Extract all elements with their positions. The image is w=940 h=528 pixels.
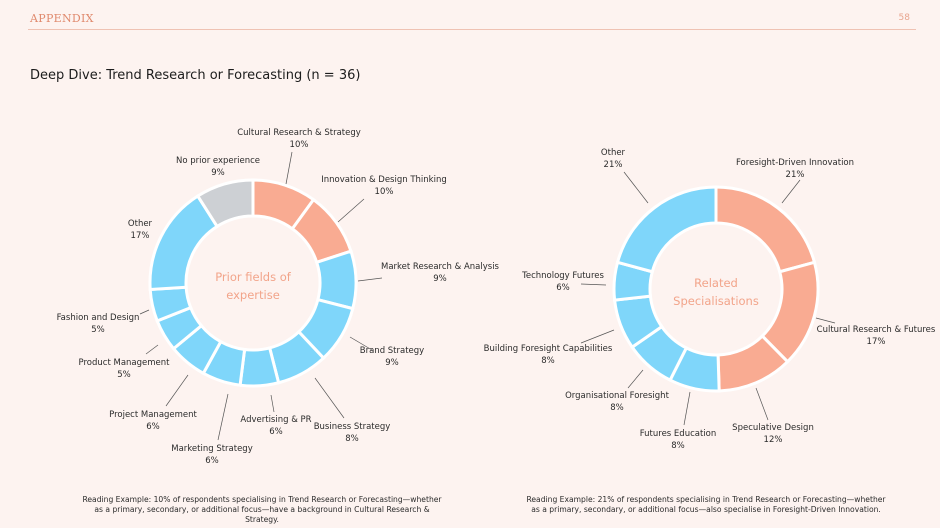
chart-center-label: Prior fields of [215,270,292,284]
slice-value: 10% [375,187,394,197]
leader-line [270,394,275,413]
chart-center-label: Specialisations [673,294,759,308]
section-label: APPENDIX [30,12,94,25]
slice-label: Cultural Research & Futures [817,325,936,335]
slice-label: Business Strategy [314,422,391,432]
header-divider [28,29,916,30]
slice-value: 8% [541,356,555,366]
slice-value: 17% [131,231,150,241]
leader-line [145,344,159,355]
page-title: Deep Dive: Trend Research or Forecasting… [30,68,361,83]
slice-value: 9% [433,274,447,284]
slice-value: 9% [211,168,225,178]
slice-label: Brand Strategy [360,346,424,356]
chart-2-reading-note: Reading Example: 21% of respondents spec… [526,495,886,514]
leader-line [139,309,150,315]
slice-value: 5% [117,370,131,380]
slice-label: Organisational Foresight [565,391,669,401]
leader-line [781,179,801,204]
page-number: 58 [898,13,910,23]
slice-label: Other [128,219,153,229]
slice-value: 8% [671,441,685,451]
slice-value: 8% [610,403,624,413]
slice-label: Project Management [109,410,197,420]
slice-label: Fashion and Design [57,313,140,323]
slice-value: 5% [91,325,105,335]
leader-line [357,277,383,282]
slice-value: 21% [786,170,805,180]
leader-line [683,391,691,426]
slice-label: Futures Education [640,429,717,439]
leader-line [623,171,649,204]
leader-line [627,369,644,389]
slice-value: 6% [205,456,219,466]
slice-label: Marketing Strategy [171,444,253,454]
slice-label: Cultural Research & Strategy [237,128,361,138]
slice-label: Innovation & Design Thinking [321,175,446,185]
slice-value: 9% [385,358,399,368]
slice-label: Advertising & PR [240,415,311,425]
donut-chart-2: Foresight-Driven Innovation 21% Cultural R… [484,148,936,451]
slice-value: 17% [867,337,886,347]
slice-label: Technology Futures [521,271,604,281]
chart-center-label: expertise [226,288,280,302]
slice-label: No prior experience [176,156,260,166]
page-header: APPENDIX 58 [0,0,940,30]
slice-value: 21% [604,160,623,170]
slice-value: 6% [269,427,283,437]
leader-line [815,317,836,324]
leader-line [314,377,345,419]
leader-line [165,374,189,407]
slice-label: Market Research & Analysis [381,262,500,272]
leader-line [580,283,607,286]
slice-value: 6% [556,283,570,293]
slice-label: Foresight-Driven Innovation [736,158,854,168]
leader-line [349,336,373,351]
slice-value: 8% [345,434,359,444]
donut-slice [714,185,817,274]
leader-line [285,151,293,185]
leader-line [755,387,769,421]
leader-line [337,198,365,223]
slice-value: 12% [764,435,783,445]
slice-label: Speculative Design [732,423,814,433]
slice-label: Other [601,148,626,158]
slice-value: 10% [290,140,309,150]
chart-1-reading-note: Reading Example: 10% of respondents spec… [82,495,442,524]
slice-value: 6% [146,422,160,432]
slice-label: Building Foresight Capabilities [484,344,613,354]
donut-chart-1: Cultural Research & Strategy 10% Innovatio… [57,128,500,466]
slice-label: Product Management [79,358,171,368]
donut-slice [195,178,255,229]
leader-line [217,393,229,441]
chart-center-label: Related [694,276,738,290]
donut-slice [615,185,718,274]
leader-line [580,329,615,344]
